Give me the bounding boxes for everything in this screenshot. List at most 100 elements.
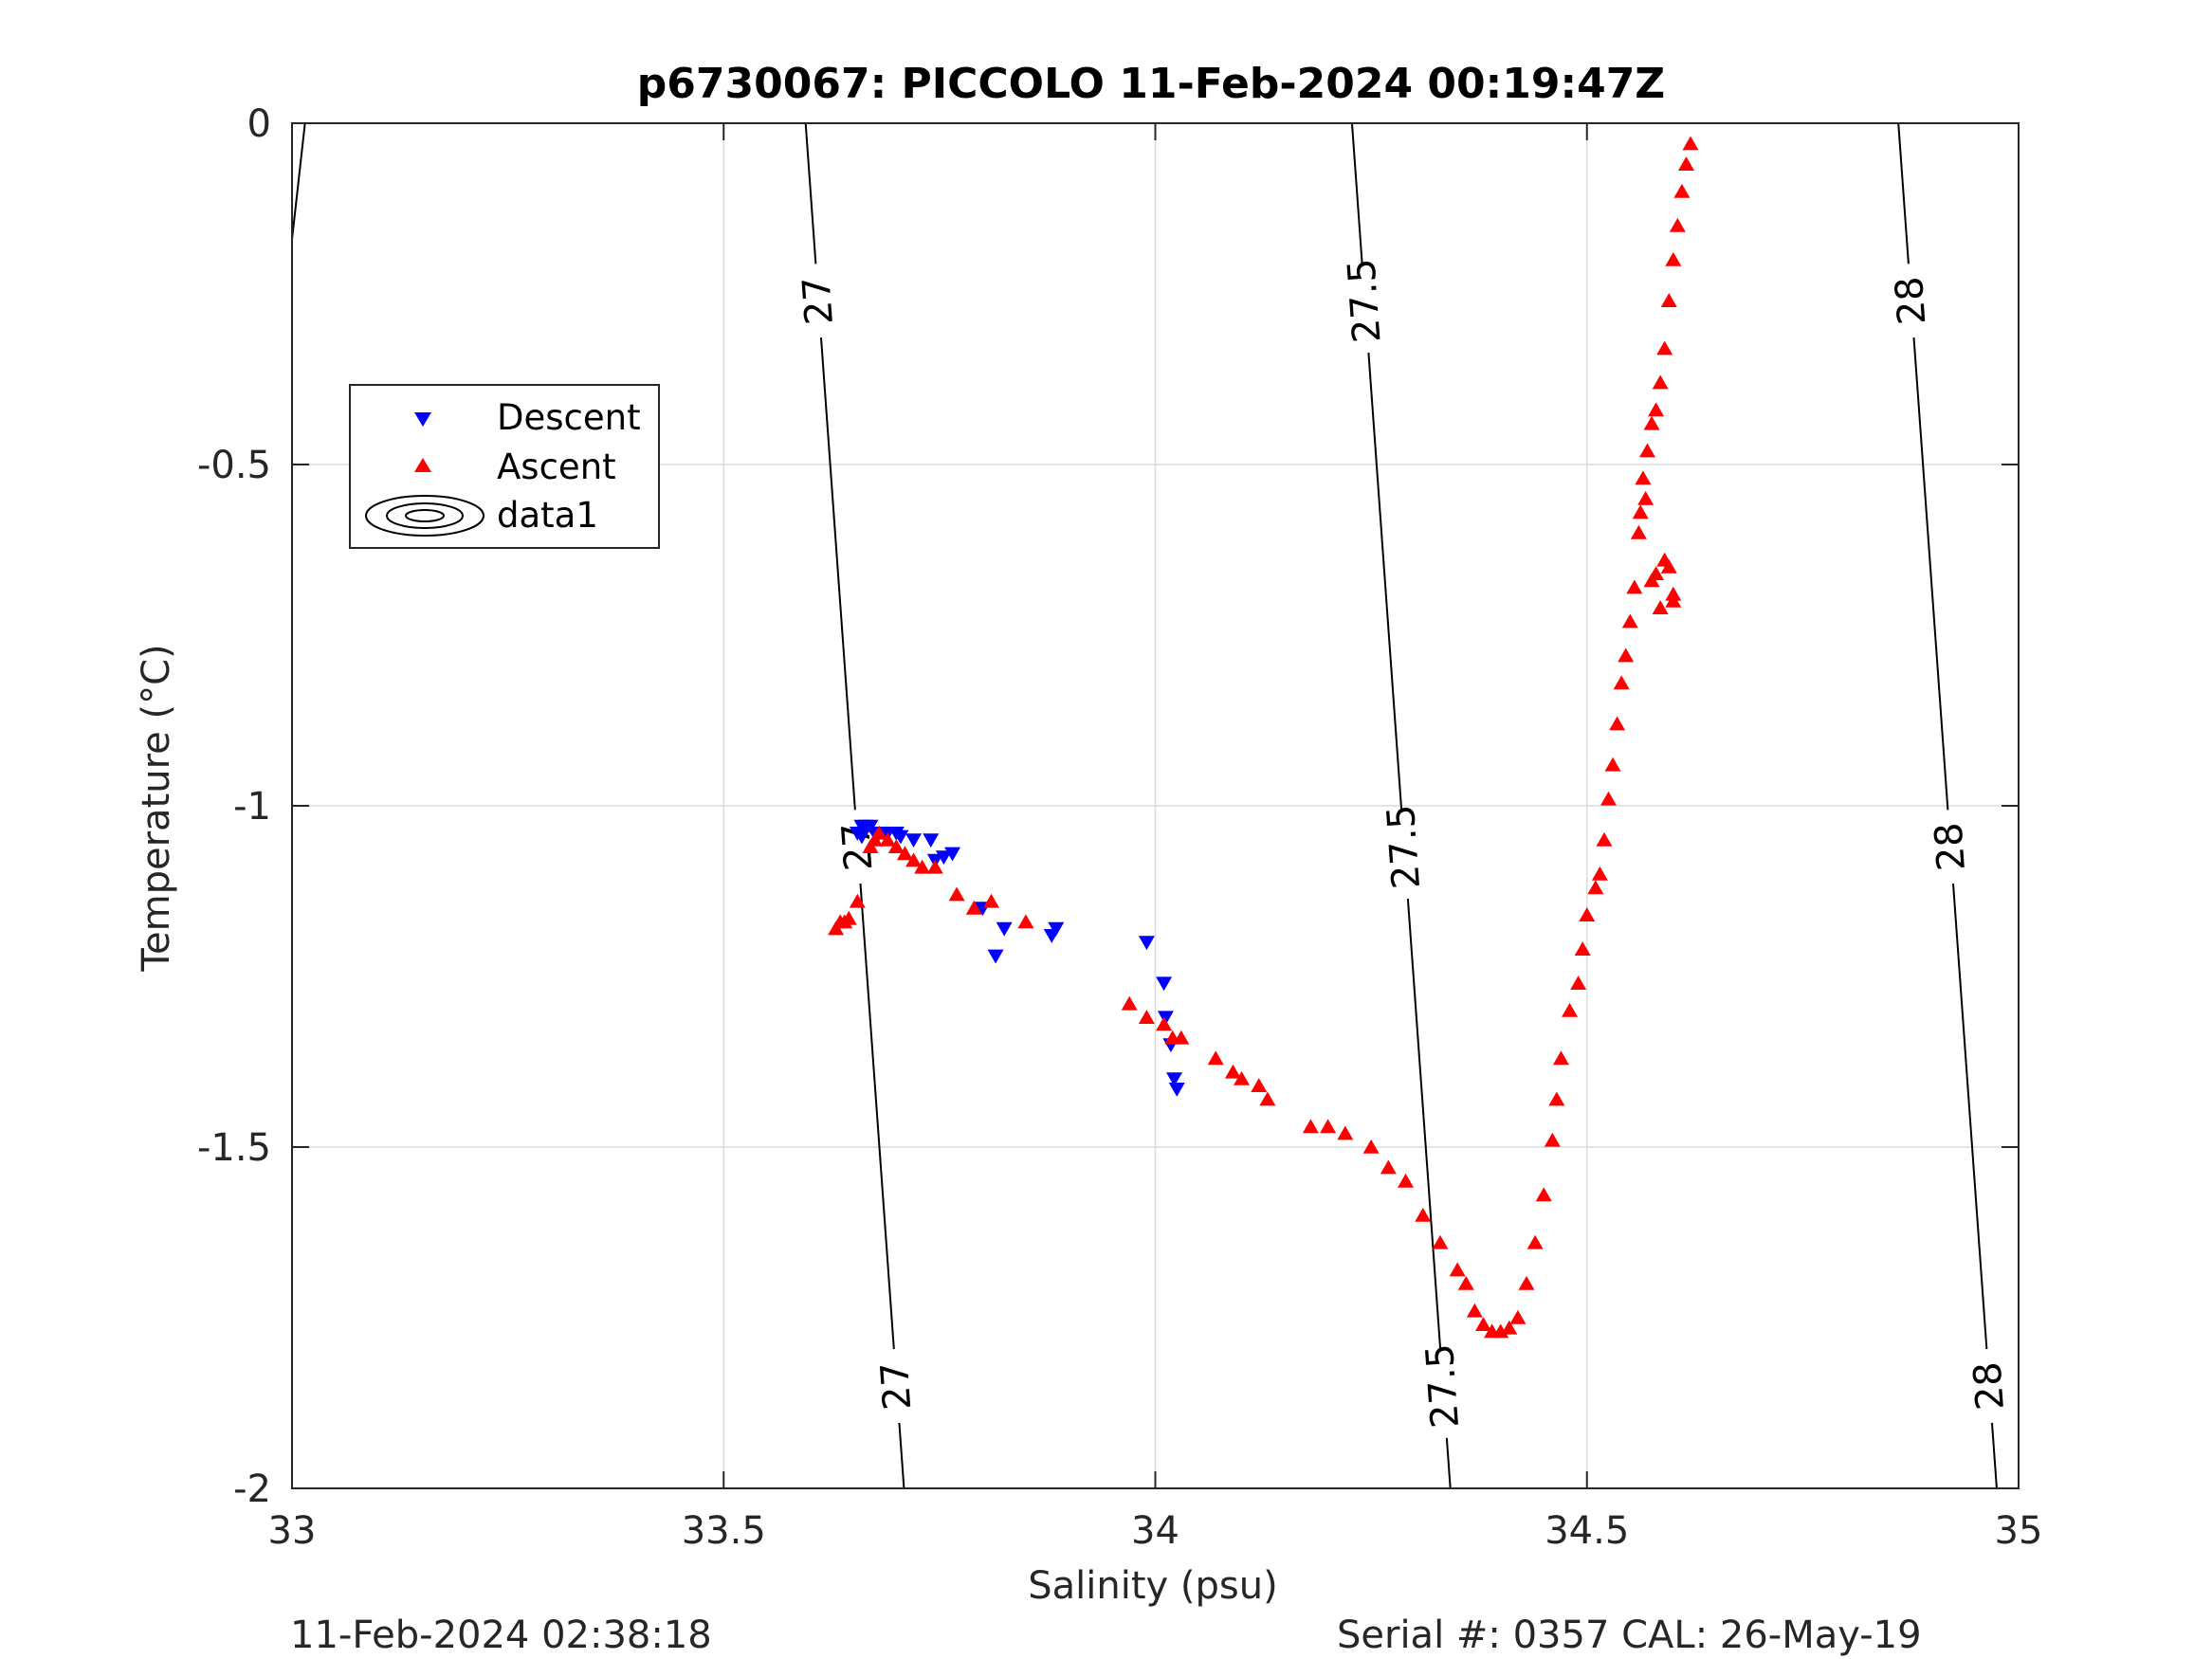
legend-ascent-label: Ascent (497, 447, 616, 487)
descent-point (1157, 1011, 1174, 1026)
contour-label: 28 (1927, 821, 1974, 872)
data-points (828, 136, 1699, 1339)
contour-label: 28 (1965, 1360, 2013, 1412)
ascent-point (1380, 1159, 1397, 1175)
ascent-point (914, 859, 931, 874)
ascent-point (1635, 470, 1652, 485)
ascent-point (1656, 340, 1673, 356)
contour-line-27.5 (1445, 1437, 1452, 1489)
ascent-point (1173, 1030, 1190, 1045)
contour-line-27 (859, 884, 895, 1350)
ascent-point (1596, 831, 1613, 847)
legend: Descent Ascent data1 (349, 384, 660, 549)
ascent-point (1398, 1173, 1415, 1188)
ascent-point (1638, 443, 1655, 458)
ascent-point (1621, 613, 1638, 629)
ascent-point (1535, 1187, 1552, 1202)
descent-point (853, 830, 870, 845)
ascent-point (1652, 374, 1669, 390)
ascent-point (1224, 1064, 1241, 1079)
ascent-point (1660, 293, 1677, 307)
contour-label: 28 (1888, 275, 1935, 326)
ascent-point (1660, 558, 1677, 574)
contour-line-27.5 (1350, 122, 1363, 264)
ascent-point (1652, 600, 1669, 614)
x-tick-label: 34.5 (1545, 1509, 1629, 1553)
contour-line-27.5 (1367, 352, 1403, 811)
ascent-point (1518, 1275, 1535, 1290)
descent-point (1166, 1072, 1183, 1087)
ascent-point (1587, 880, 1604, 895)
ascent-point (1618, 647, 1635, 663)
descent-point (944, 847, 961, 862)
ascent-point (1234, 1070, 1251, 1085)
ascent-point (1320, 1119, 1337, 1134)
x-tick-label: 33.5 (682, 1509, 766, 1553)
descent-point (905, 833, 923, 848)
contour-line-27.5 (1406, 898, 1442, 1350)
ascent-point (1643, 415, 1660, 430)
legend-contour-inner (405, 509, 445, 522)
ascent-point (870, 825, 887, 840)
ascent-point (905, 852, 923, 867)
legend-contour-middle (386, 502, 464, 529)
ascent-point (1579, 907, 1596, 921)
x-tick-label: 34 (1131, 1509, 1179, 1553)
ascent-point (1548, 1091, 1565, 1106)
contour-label: 27.5 (1418, 1342, 1468, 1430)
grid (291, 122, 2020, 1489)
ascent-point (1677, 156, 1694, 171)
legend-ascent-marker (414, 458, 431, 472)
ascent-point (1207, 1050, 1224, 1066)
ascent-point (1121, 995, 1138, 1011)
y-tick-label: 0 (247, 102, 271, 146)
ascent-point (1251, 1078, 1268, 1092)
contour-line-27 (819, 337, 856, 811)
ascent-point (1362, 1139, 1380, 1154)
ascent-point (1501, 1320, 1518, 1335)
ascent-point (840, 910, 857, 925)
ascent-point (1337, 1125, 1354, 1140)
descent-point (1138, 936, 1155, 951)
x-tick-label: 35 (1995, 1509, 2043, 1553)
y-tick-label: -1.5 (197, 1126, 271, 1170)
ascent-point (983, 893, 1000, 908)
ascent-point (1600, 791, 1618, 806)
contour-line-28 (1897, 122, 1910, 264)
ascent-point (1626, 579, 1643, 594)
descent-point (923, 833, 940, 848)
ascent-point (1574, 941, 1591, 956)
y-tick-label: -1 (233, 785, 271, 829)
ascent-point (1613, 675, 1630, 690)
descent-point (892, 830, 909, 845)
ascent-point (1682, 136, 1699, 151)
ascent-point (1669, 217, 1686, 232)
footer-serial-cal: Serial #: 0357 CAL: 26-May-19 (1337, 1613, 1922, 1657)
footer-timestamp: 11-Feb-2024 02:38:18 (290, 1613, 712, 1657)
ascent-point (948, 886, 965, 902)
ascent-point (965, 900, 982, 915)
ascent-point (1637, 490, 1654, 505)
ascent-point (887, 839, 905, 853)
ascent-point (1552, 1050, 1569, 1066)
legend-contour-outer (365, 495, 484, 537)
ascent-point (1457, 1275, 1474, 1290)
ascent-point (1632, 504, 1649, 520)
ascent-point (1665, 592, 1682, 608)
ascent-point (1474, 1317, 1491, 1331)
tick-marks: 33 33.5 34 34.5 35 -2 -1.5 -1 -0.5 0 (197, 102, 2043, 1553)
contour-line-28 (1990, 1422, 1998, 1489)
ascent-point (1302, 1119, 1319, 1134)
contour-line-27 (898, 1422, 905, 1489)
contour-line-fragment (291, 122, 306, 240)
x-axis-label: Salinity (psu) (1028, 1564, 1277, 1608)
contour-label: 27.5 (1340, 257, 1389, 344)
y-tick-label: -0.5 (197, 444, 271, 487)
descent-point (996, 921, 1013, 937)
descent-point (1168, 1083, 1185, 1097)
ascent-point (1259, 1091, 1276, 1106)
ascent-point (1648, 402, 1665, 417)
descent-point (987, 949, 1004, 964)
